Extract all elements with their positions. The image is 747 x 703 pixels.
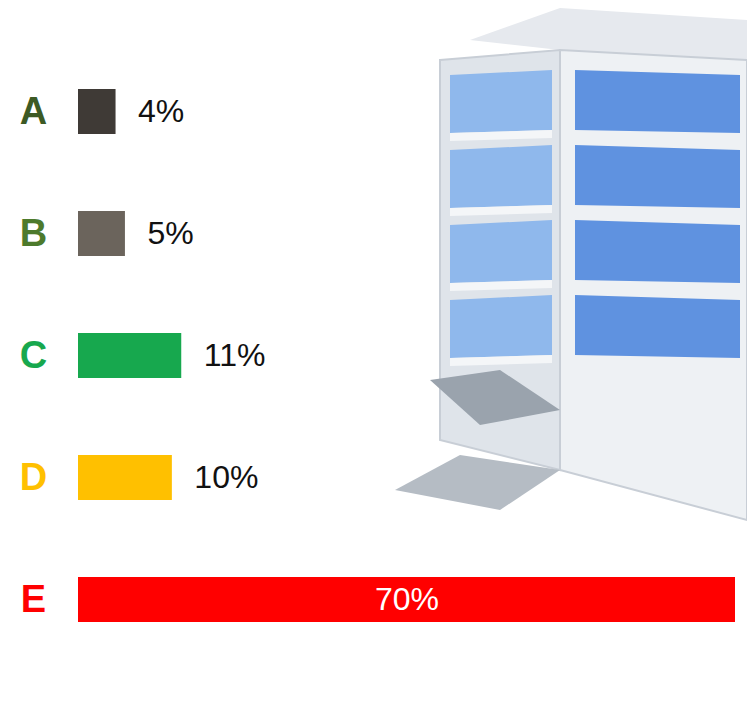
svg-text:E: E (21, 578, 46, 620)
svg-text:D: D (20, 456, 47, 498)
svg-text:11%: 11% (204, 337, 266, 373)
svg-text:4%: 4% (138, 93, 184, 129)
svg-text:70%: 70% (375, 581, 439, 617)
svg-text:10%: 10% (194, 459, 258, 495)
svg-text:A: A (20, 90, 47, 132)
svg-text:C: C (20, 334, 47, 376)
svg-text:B: B (20, 212, 47, 254)
svg-text:5%: 5% (147, 215, 193, 251)
